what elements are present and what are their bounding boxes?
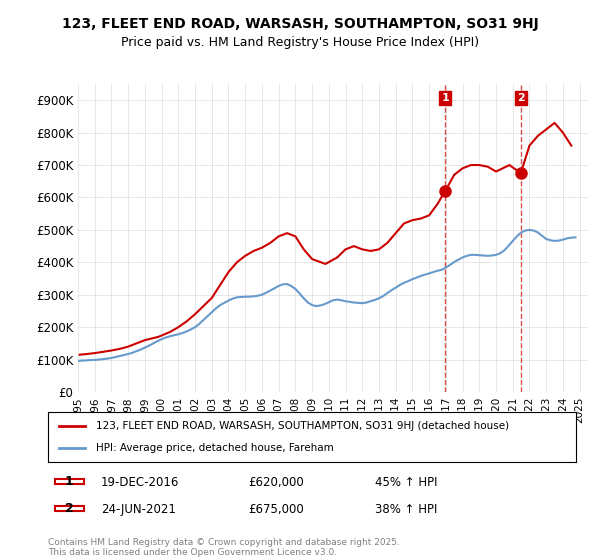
Text: 123, FLEET END ROAD, WARSASH, SOUTHAMPTON, SO31 9HJ (detached house): 123, FLEET END ROAD, WARSASH, SOUTHAMPTO…: [95, 421, 509, 431]
Text: 1: 1: [65, 475, 73, 488]
Text: 1: 1: [442, 93, 449, 103]
Text: 2: 2: [65, 502, 73, 515]
FancyBboxPatch shape: [55, 479, 83, 484]
Text: 24-JUN-2021: 24-JUN-2021: [101, 503, 176, 516]
Text: 19-DEC-2016: 19-DEC-2016: [101, 475, 179, 488]
Text: 45% ↑ HPI: 45% ↑ HPI: [376, 475, 438, 488]
Text: £620,000: £620,000: [248, 475, 304, 488]
Text: HPI: Average price, detached house, Fareham: HPI: Average price, detached house, Fare…: [95, 443, 333, 453]
FancyBboxPatch shape: [55, 506, 83, 511]
Text: Contains HM Land Registry data © Crown copyright and database right 2025.
This d: Contains HM Land Registry data © Crown c…: [48, 538, 400, 557]
Text: Price paid vs. HM Land Registry's House Price Index (HPI): Price paid vs. HM Land Registry's House …: [121, 36, 479, 49]
Text: 38% ↑ HPI: 38% ↑ HPI: [376, 503, 438, 516]
Text: £675,000: £675,000: [248, 503, 304, 516]
Text: 2: 2: [517, 93, 524, 103]
Text: 123, FLEET END ROAD, WARSASH, SOUTHAMPTON, SO31 9HJ: 123, FLEET END ROAD, WARSASH, SOUTHAMPTO…: [62, 17, 538, 31]
